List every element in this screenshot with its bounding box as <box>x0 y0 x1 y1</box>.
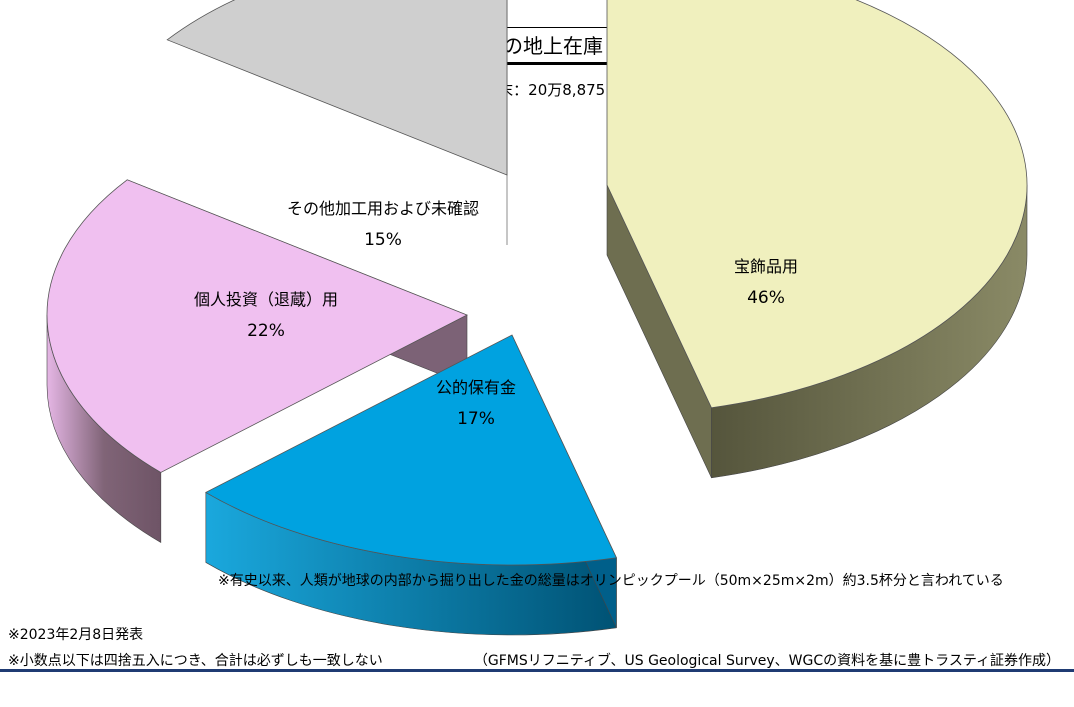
pie-slice-2 <box>46 179 468 543</box>
slice-name-label-1: 公的保有金 <box>436 378 516 397</box>
pie-slice-3 <box>166 0 508 245</box>
note-source: （GFMSリフニティブ、US Geological Survey、WGCの資料を… <box>473 653 1060 669</box>
slice-top-0 <box>606 0 1028 409</box>
note-release-date: ※2023年2月8日発表 <box>8 627 144 643</box>
slice-value-label-0: 46% <box>747 288 785 308</box>
slice-top-2 <box>46 179 468 473</box>
note-rounding: ※小数点以下は四捨五入につき、合計は必ずしも一致しない <box>8 653 383 669</box>
slice-top-1 <box>205 334 618 566</box>
slice-value-label-2: 22% <box>247 321 285 341</box>
slice-name-label-3: その他加工用および未確認 <box>287 199 479 218</box>
pie-slice-1 <box>205 334 618 636</box>
slice-name-label-0: 宝飾品用 <box>734 257 798 276</box>
slice-value-label-1: 17% <box>457 409 495 429</box>
slice-top-3 <box>166 0 508 176</box>
note-olympic-pool: ※有史以来、人類が地球の内部から掘り出した金の総量はオリンピックプール（50m×… <box>218 573 1004 589</box>
slice-name-label-2: 個人投資（退蔵）用 <box>194 290 338 309</box>
slice-value-label-3: 15% <box>364 230 402 250</box>
bottom-rule <box>0 669 1074 672</box>
pie-slice-0 <box>606 0 1028 479</box>
